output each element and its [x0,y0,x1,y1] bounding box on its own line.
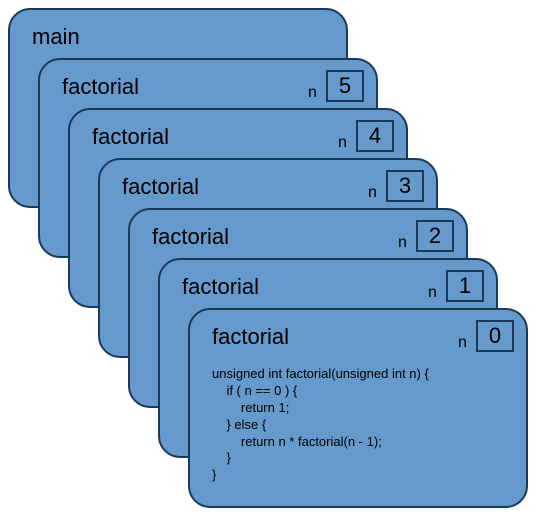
frame-title: factorial [152,224,229,250]
param-value-box: 4 [356,120,394,152]
param-label: n [428,284,437,302]
frame-title: factorial [182,274,259,300]
param-value-box: 1 [446,270,484,302]
param-label: n [338,134,347,152]
frame-title: factorial [62,74,139,100]
frame-title: main [32,24,80,50]
param-value-box: 0 [476,320,514,352]
code-block: unsigned int factorial(unsigned int n) {… [212,366,429,484]
frame-title: factorial [212,324,289,350]
frame-title: factorial [92,124,169,150]
param-value-box: 2 [416,220,454,252]
param-value-box: 5 [326,70,364,102]
param-label: n [368,184,377,202]
frame-title: factorial [122,174,199,200]
param-label: n [398,234,407,252]
stack-frame-6: factorial n0 unsigned int factorial(unsign… [188,308,528,508]
param-label: n [458,334,467,352]
param-value-box: 3 [386,170,424,202]
param-label: n [308,84,317,102]
